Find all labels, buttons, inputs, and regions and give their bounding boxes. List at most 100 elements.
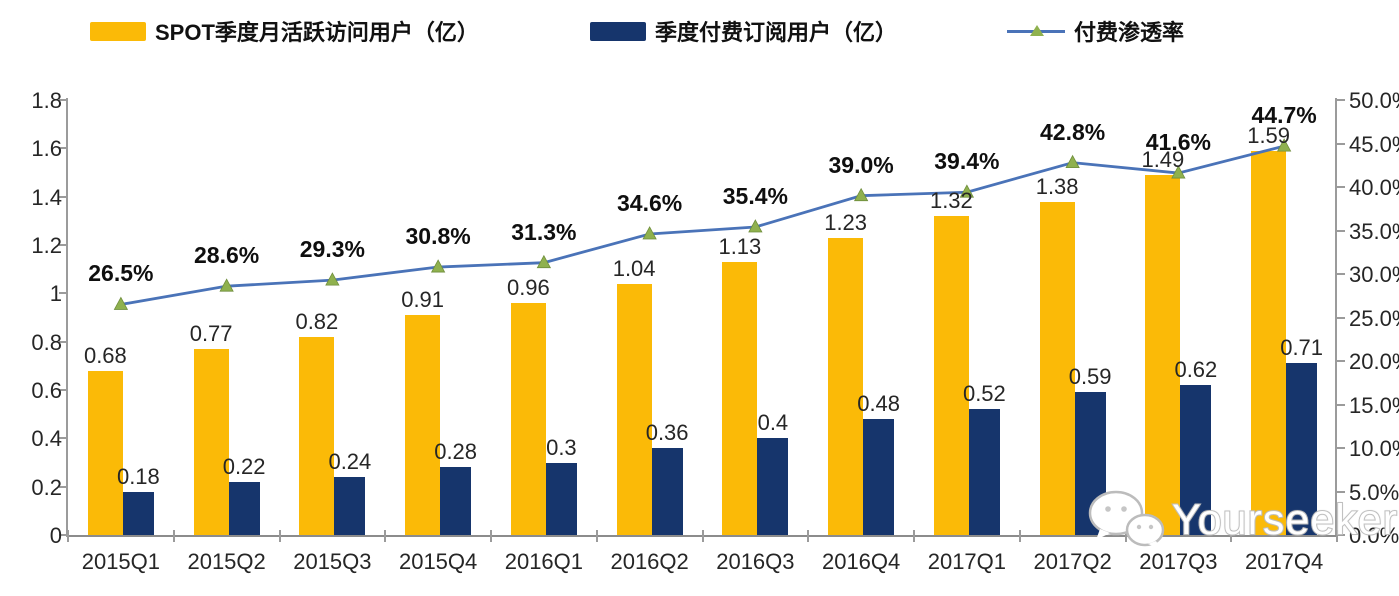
right-axis-tick xyxy=(1337,447,1345,449)
subscriber-bar xyxy=(122,491,154,535)
right-axis-tick xyxy=(1337,316,1345,319)
right-axis-tick-label: 30.0% xyxy=(1349,262,1399,287)
subscriber-value-label: 0.24 xyxy=(328,449,372,474)
left-axis-tick-label: 0.6 xyxy=(31,378,62,403)
legend-item-subscribers: 季度付费订阅用户（亿） xyxy=(590,18,898,45)
right-axis-tick-label: 50.0% xyxy=(1349,88,1399,113)
penetration-label: 39.0% xyxy=(828,151,894,178)
mau-value-label: 1.23 xyxy=(824,209,868,235)
left-axis-line xyxy=(66,98,68,537)
x-axis-tick xyxy=(807,530,810,542)
mau-value-label: 1.32 xyxy=(929,188,973,213)
x-axis-tick xyxy=(913,530,915,542)
right-axis-tick xyxy=(1337,360,1345,362)
left-axis-tick-label: 0 xyxy=(49,523,62,548)
right-axis-tick-label: 20.0% xyxy=(1349,349,1399,374)
penetration-label: 28.6% xyxy=(194,242,260,269)
x-axis-label: 2017Q4 xyxy=(1244,549,1324,574)
right-axis-tick xyxy=(1337,99,1345,101)
penetration-label: 39.4% xyxy=(934,148,1000,175)
x-axis-tick xyxy=(278,530,281,542)
subscriber-value-label: 0.71 xyxy=(1280,335,1324,361)
right-axis-tick-label: 0.0% xyxy=(1349,523,1399,548)
subscriber-value-label: 0.52 xyxy=(962,381,1006,407)
left-axis-tick-label: 1.8 xyxy=(31,88,62,113)
legend-line-marker-icon xyxy=(1007,24,1065,38)
penetration-point xyxy=(748,219,763,233)
mau-value-label: 0.91 xyxy=(401,287,445,313)
mau-value-label: 1.38 xyxy=(1035,173,1079,199)
mau-bar xyxy=(722,261,758,535)
right-axis-tick xyxy=(1337,534,1345,536)
penetration-point xyxy=(853,187,869,202)
penetration-point xyxy=(113,296,129,310)
x-axis-label: 2015Q2 xyxy=(187,549,266,574)
mau-value-label: 0.82 xyxy=(295,308,339,334)
subscriber-bar xyxy=(968,409,1000,535)
subscriber-bar xyxy=(1180,385,1212,535)
x-axis-label: 2016Q2 xyxy=(610,549,689,574)
right-axis-tick-label: 5.0% xyxy=(1349,479,1399,505)
subscriber-value-label: 0.62 xyxy=(1174,357,1218,383)
mau-bar xyxy=(828,237,864,535)
subscriber-value-label: 0.3 xyxy=(546,434,577,460)
mau-value-label: 1.04 xyxy=(612,255,656,281)
x-axis-label: 2015Q1 xyxy=(81,549,161,574)
x-axis-label: 2016Q1 xyxy=(504,549,584,574)
right-axis-tick xyxy=(1337,403,1345,406)
right-axis-tick-label: 40.0% xyxy=(1349,175,1399,200)
right-axis-tick xyxy=(1337,142,1345,145)
x-axis-label: 2017Q3 xyxy=(1139,549,1218,574)
subscriber-bar xyxy=(651,448,683,535)
legend-label-subscribers: 季度付费订阅用户（亿） xyxy=(655,20,898,45)
legend-label-penetration: 付费渗透率 xyxy=(1074,20,1185,45)
legend-label-mau: SPOT季度月活跃访问用户（亿） xyxy=(155,20,479,45)
subscriber-value-label: 0.48 xyxy=(857,391,901,416)
legend-swatch-mau xyxy=(90,21,146,41)
x-axis-tick xyxy=(595,530,598,542)
right-axis-tick-label: 10.0% xyxy=(1349,436,1399,461)
watermark-text: Yourseeker xyxy=(1171,495,1398,545)
subscriber-value-label: 0.36 xyxy=(645,420,689,445)
right-axis-tick-label: 25.0% xyxy=(1349,305,1399,331)
mau-value-label: 1.13 xyxy=(718,233,762,259)
penetration-label: 44.7% xyxy=(1251,102,1317,129)
mau-value-label: 0.77 xyxy=(189,320,233,346)
left-axis-tick xyxy=(59,244,67,246)
left-axis-tick-label: 0.8 xyxy=(31,329,62,355)
subscriber-bar xyxy=(545,462,577,535)
x-axis-label: 2015Q3 xyxy=(293,549,372,574)
penetration-point xyxy=(219,278,234,292)
x-axis-tick xyxy=(701,530,704,542)
left-axis-tick xyxy=(59,195,67,198)
left-axis-tick xyxy=(59,534,67,536)
subscriber-bar xyxy=(1286,363,1318,535)
right-axis-tick-label: 45.0% xyxy=(1349,131,1399,157)
mau-bar xyxy=(510,303,546,535)
left-axis-tick xyxy=(59,147,67,150)
right-axis-tick xyxy=(1337,273,1345,275)
x-axis-tick xyxy=(1124,530,1127,542)
penetration-label: 34.6% xyxy=(617,189,683,216)
x-axis-tick xyxy=(67,530,69,542)
mau-bar xyxy=(405,315,441,535)
mau-value-label: 0.96 xyxy=(506,275,550,300)
watermark: Yourseeker xyxy=(1086,488,1398,552)
mau-bar xyxy=(933,216,969,535)
penetration-point xyxy=(430,259,446,273)
legend-item-penetration: 付费渗透率 xyxy=(1007,18,1185,45)
penetration-label: 42.8% xyxy=(1040,118,1106,145)
x-axis-label: 2015Q4 xyxy=(398,549,478,574)
penetration-line-path xyxy=(120,144,1285,306)
mau-bar xyxy=(193,348,229,535)
subscriber-bar xyxy=(863,419,895,535)
penetration-label: 26.5% xyxy=(88,260,154,287)
subscriber-bar xyxy=(440,467,472,535)
penetration-label: 29.3% xyxy=(299,236,365,263)
mau-bar xyxy=(87,370,123,535)
right-axis-tick xyxy=(1337,490,1345,493)
x-axis-tick xyxy=(1336,530,1338,542)
x-axis-label: 2016Q4 xyxy=(821,549,901,574)
